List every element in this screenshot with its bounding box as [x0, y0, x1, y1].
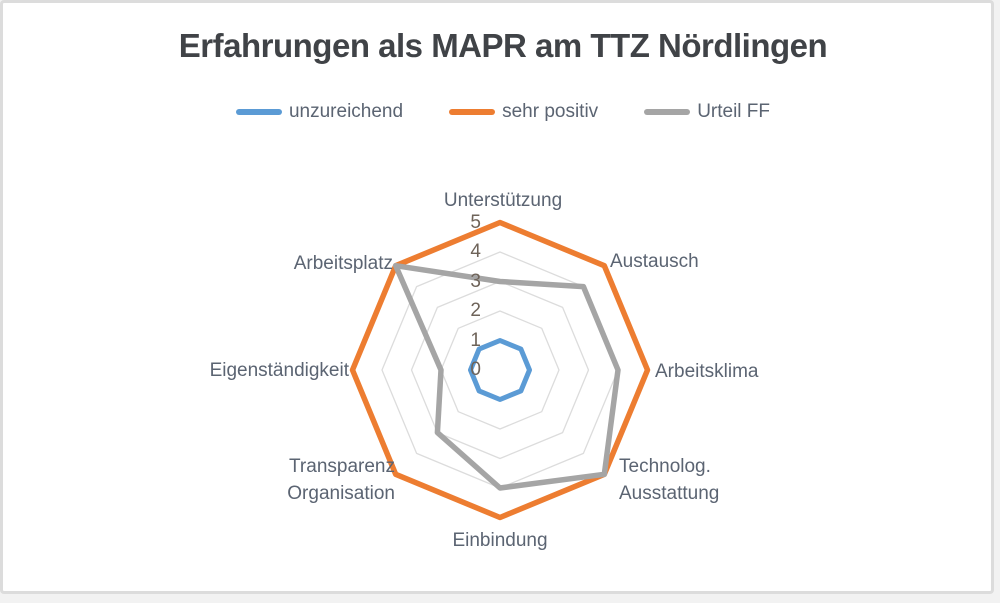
- gridline-ring-2: [440, 310, 560, 430]
- legend-item-urteil-ff[interactable]: Urteil FF: [644, 101, 770, 123]
- radial-tick-2: 2: [470, 300, 481, 321]
- chart-canvas: Erfahrungen als MAPR am TTZ Nördlingen u…: [0, 0, 994, 594]
- category-label-arbeitsplatz: Arbeitsplatz: [293, 253, 393, 274]
- category-label-eigenstaendigkeit: Eigenständigkeit: [209, 360, 349, 381]
- legend-label: sehr positiv: [502, 101, 599, 122]
- radial-tick-0: 0: [470, 359, 481, 380]
- legend-swatch-orange-icon: [449, 109, 496, 115]
- legend-swatch-gray-icon: [644, 109, 691, 115]
- chart-legend: unzureichend sehr positiv Urteil FF: [3, 101, 1000, 123]
- chart-title: Erfahrungen als MAPR am TTZ Nördlingen: [178, 27, 828, 64]
- gridline-ring-3: [410, 280, 590, 460]
- legend-label: unzureichend: [288, 101, 404, 122]
- radial-tick-3: 3: [470, 271, 481, 292]
- series-polygon-unzureichend[interactable]: [468, 338, 532, 402]
- series-polygon-urteil-ff[interactable]: [392, 262, 621, 491]
- legend-swatch-blue-icon: [235, 109, 282, 115]
- category-label-unterstuetzung: Unterstützung: [443, 190, 563, 211]
- category-label-einbindung: Einbindung: [452, 530, 548, 551]
- radial-tick-1: 1: [470, 330, 481, 351]
- legend-label: Urteil FF: [697, 101, 771, 122]
- series-polygon-sehr-positiv[interactable]: [349, 219, 651, 521]
- radar-plot-area: [349, 219, 651, 521]
- category-label-transparenz-organisation: Transparenz Organisation: [287, 456, 395, 504]
- category-label-arbeitsklima: Arbeitsklima: [655, 361, 759, 382]
- legend-item-sehr-positiv[interactable]: sehr positiv: [449, 101, 598, 123]
- legend-item-unzureichend[interactable]: unzureichend: [235, 101, 404, 123]
- radial-tick-5: 5: [470, 212, 481, 233]
- category-label-austausch: Austausch: [610, 251, 699, 272]
- category-label-technolog-ausstattung: Technolog. Ausstattung: [619, 456, 720, 504]
- radial-tick-4: 4: [470, 241, 481, 262]
